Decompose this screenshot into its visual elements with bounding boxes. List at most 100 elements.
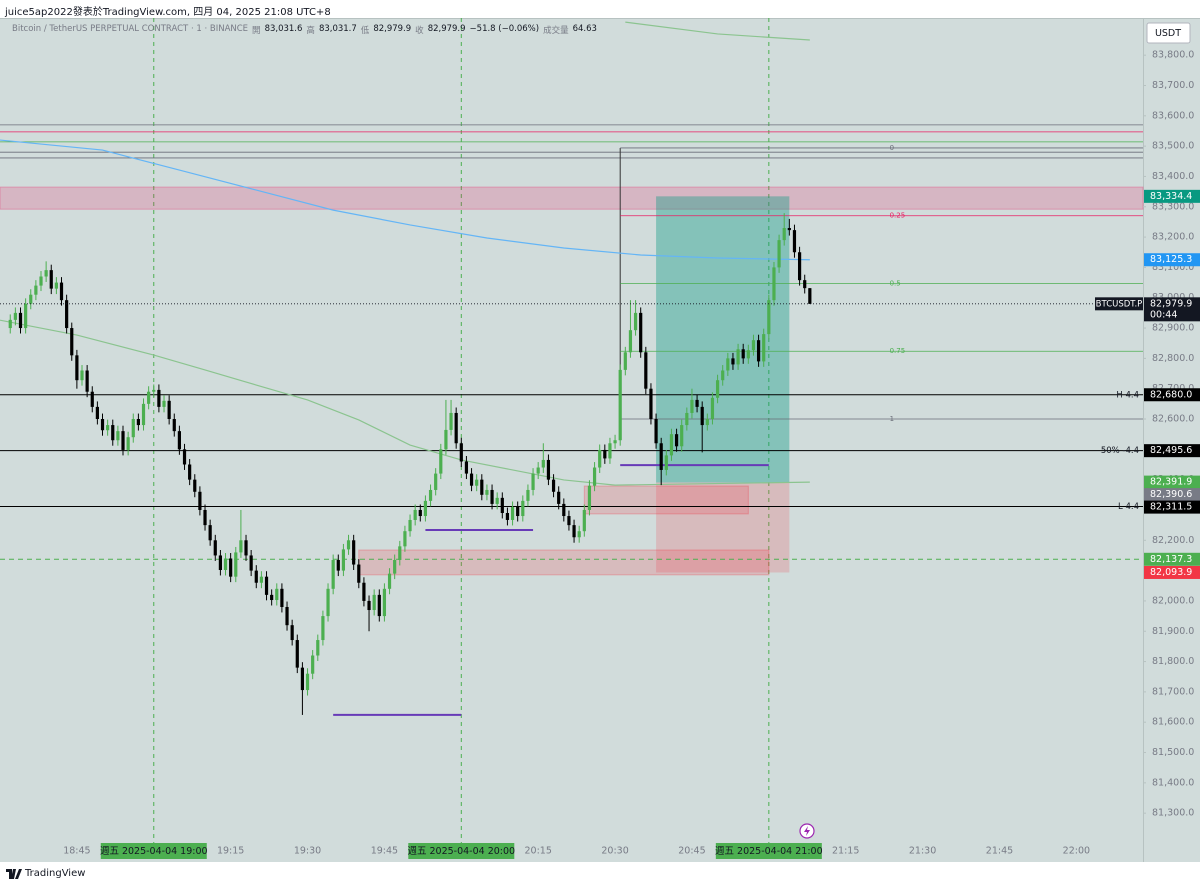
candle-body — [762, 334, 766, 362]
candle-body — [623, 352, 627, 370]
candle-body — [715, 380, 720, 398]
candle-body — [510, 506, 515, 520]
candle-body — [746, 350, 750, 359]
candle-body — [162, 400, 166, 407]
y-tick-label: 83,700.0 — [1152, 80, 1194, 91]
time-marker-box — [408, 843, 515, 859]
candle-body — [275, 588, 279, 601]
price-label: 82,390.6 — [1150, 489, 1192, 500]
price-label-box — [1144, 388, 1200, 402]
candle-body — [777, 240, 781, 268]
y-tick-label: 81,500.0 — [1152, 747, 1194, 758]
price-label: 83,125.3 — [1150, 254, 1192, 265]
candle-body — [311, 655, 315, 674]
candle-body — [418, 509, 422, 517]
candle-body — [136, 419, 140, 426]
candle-body — [326, 588, 330, 617]
moving-average — [625, 21, 810, 41]
candle-body — [34, 285, 38, 295]
candle-body — [264, 576, 269, 595]
chart-background — [0, 18, 1200, 862]
fib-level-label: 1 — [890, 415, 894, 423]
x-tick-label: 20:15 — [524, 846, 551, 857]
candle-body — [8, 319, 12, 329]
candle-body — [357, 564, 361, 583]
price-label-box — [1144, 444, 1200, 458]
candle-body — [106, 425, 110, 431]
candle-body — [536, 467, 540, 474]
candle-body — [423, 500, 428, 517]
y-tick-label: 81,300.0 — [1152, 808, 1194, 819]
candle-body — [562, 503, 566, 517]
price-label-box — [1144, 565, 1200, 579]
candle-body — [495, 497, 499, 504]
y-tick-label: 83,500.0 — [1152, 141, 1194, 152]
candle-body — [480, 479, 484, 495]
candle-body — [352, 540, 356, 565]
legend-volume-label: 成交量 — [543, 26, 569, 36]
candle-body — [695, 399, 699, 407]
x-tick-label: 21:15 — [832, 846, 859, 857]
currency-label: USDT — [1155, 28, 1181, 39]
chart: 0 0.25 0.5 0.75 1 H 4.4 50% -4.4 L 4.4 83,800.0… — [0, 18, 1200, 862]
candle-body — [244, 540, 248, 556]
price-label-box — [1144, 297, 1200, 322]
currency-button[interactable] — [1146, 22, 1191, 44]
candle-body — [408, 519, 412, 532]
candle-body — [434, 473, 438, 490]
candle-body — [403, 531, 407, 547]
y-tick-label: 83,400.0 — [1152, 171, 1194, 182]
candle-body — [152, 389, 156, 392]
candle-body — [618, 369, 622, 441]
y-tick-label: 82,800.0 — [1152, 353, 1194, 364]
candle-body — [690, 399, 694, 413]
candle-body — [633, 312, 638, 331]
candle-body — [577, 531, 581, 538]
candle-body — [521, 500, 525, 517]
price-label: 82,979.9 — [1150, 298, 1192, 309]
candle-body — [464, 461, 469, 474]
legend-value: 82,979.9 — [427, 24, 466, 34]
candle-body — [608, 443, 612, 459]
candle-body — [674, 434, 679, 447]
candle-body — [808, 288, 812, 304]
candle-body — [551, 479, 556, 492]
candle-body — [188, 464, 192, 480]
candle-body — [70, 328, 74, 356]
candle-body — [223, 558, 228, 571]
fib-level-label: 0.75 — [890, 347, 906, 355]
y-tick-label: 81,800.0 — [1152, 656, 1194, 667]
candle-body — [454, 412, 458, 444]
y-tick-label: 83,600.0 — [1152, 110, 1194, 121]
candle-body — [654, 419, 658, 444]
candle-body — [259, 576, 264, 583]
candle-body — [193, 479, 197, 492]
y-tick-label: 82,000.0 — [1152, 595, 1194, 606]
candle-body — [331, 559, 335, 589]
candle-body — [603, 449, 607, 459]
y-tick-label: 81,900.0 — [1152, 626, 1194, 637]
candle-body — [208, 525, 212, 541]
candle-body — [131, 419, 135, 438]
footer: TradingView — [6, 868, 85, 879]
candle-body — [182, 449, 187, 465]
y-tick-label: 83,200.0 — [1152, 232, 1194, 243]
candle-body — [239, 540, 243, 553]
legend-key: 低 — [360, 26, 370, 36]
candle-body — [218, 555, 222, 571]
y-tick-label: 81,600.0 — [1152, 717, 1194, 728]
candle-body — [516, 506, 520, 517]
candle-body — [126, 437, 130, 450]
candle-body — [198, 491, 202, 510]
candle-body — [705, 419, 709, 426]
candle-body — [229, 558, 233, 577]
candle-body — [285, 606, 289, 626]
candle-body — [18, 312, 23, 329]
level-tag: H 4.4 — [1116, 390, 1139, 400]
time-marker-label: 週五 2025-04-04 21:00 — [715, 845, 823, 857]
candle-body — [382, 588, 387, 617]
price-countdown: 00:44 — [1150, 309, 1177, 320]
legend-change: −51.8 (−0.06%) — [469, 24, 540, 34]
time-marker-box — [715, 843, 822, 859]
